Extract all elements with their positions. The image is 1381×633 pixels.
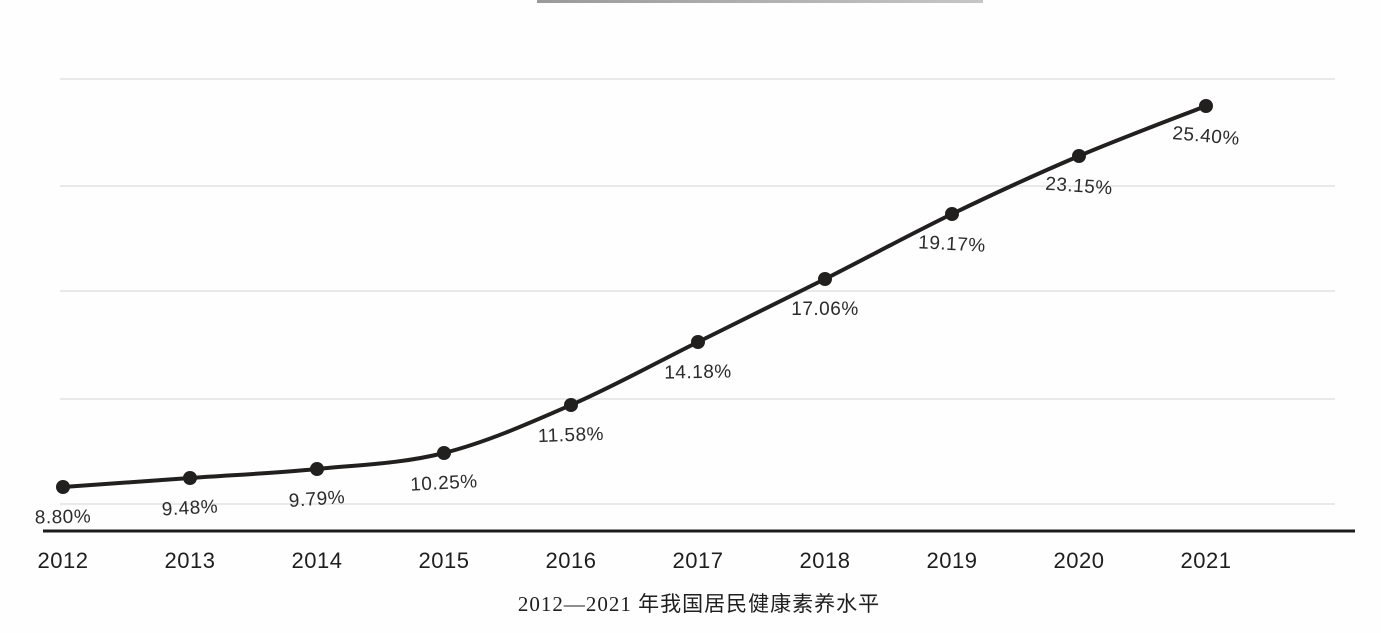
x-axis-tick-label: 2014 xyxy=(291,548,343,573)
data-point-label: 14.18% xyxy=(664,361,732,384)
x-axis-tick-label: 2019 xyxy=(926,548,978,573)
chart-caption: 2012—2021 年我国居民健康素养水平 xyxy=(517,592,881,616)
x-axis-tick-label: 2013 xyxy=(164,548,216,573)
data-point-label: 17.06% xyxy=(791,299,859,320)
data-point-2016 xyxy=(564,398,578,412)
data-point-2015 xyxy=(437,446,451,460)
data-point-2013 xyxy=(183,471,197,485)
x-axis-tick-label: 2016 xyxy=(545,548,597,573)
data-point-2018 xyxy=(818,272,832,286)
x-axis-tick-label: 2018 xyxy=(799,548,851,573)
data-point-2021 xyxy=(1199,99,1213,113)
data-point-2012 xyxy=(56,480,70,494)
x-axis-tick-label: 2021 xyxy=(1180,548,1232,573)
data-point-label: 9.79% xyxy=(288,487,346,512)
series-line xyxy=(61,104,1208,489)
data-point-label: 11.58% xyxy=(537,423,605,448)
data-point-2017 xyxy=(691,335,705,349)
data-point-label: 19.17% xyxy=(917,232,987,257)
data-point-label: 10.25% xyxy=(409,471,479,496)
data-point-label: 23.15% xyxy=(1044,173,1114,200)
x-axis-tick-label: 2020 xyxy=(1053,548,1105,573)
data-point-2020 xyxy=(1072,149,1086,163)
x-axis-tick-label: 2012 xyxy=(37,548,89,573)
data-point-2014 xyxy=(310,462,324,476)
cropped-content-top-edge xyxy=(537,0,983,3)
x-axis-tick-label: 2015 xyxy=(418,548,470,573)
x-axis-tick-label: 2017 xyxy=(672,548,724,573)
data-point-2019 xyxy=(945,207,959,221)
data-point-label: 8.80% xyxy=(34,506,92,529)
data-point-label: 9.48% xyxy=(161,496,219,521)
